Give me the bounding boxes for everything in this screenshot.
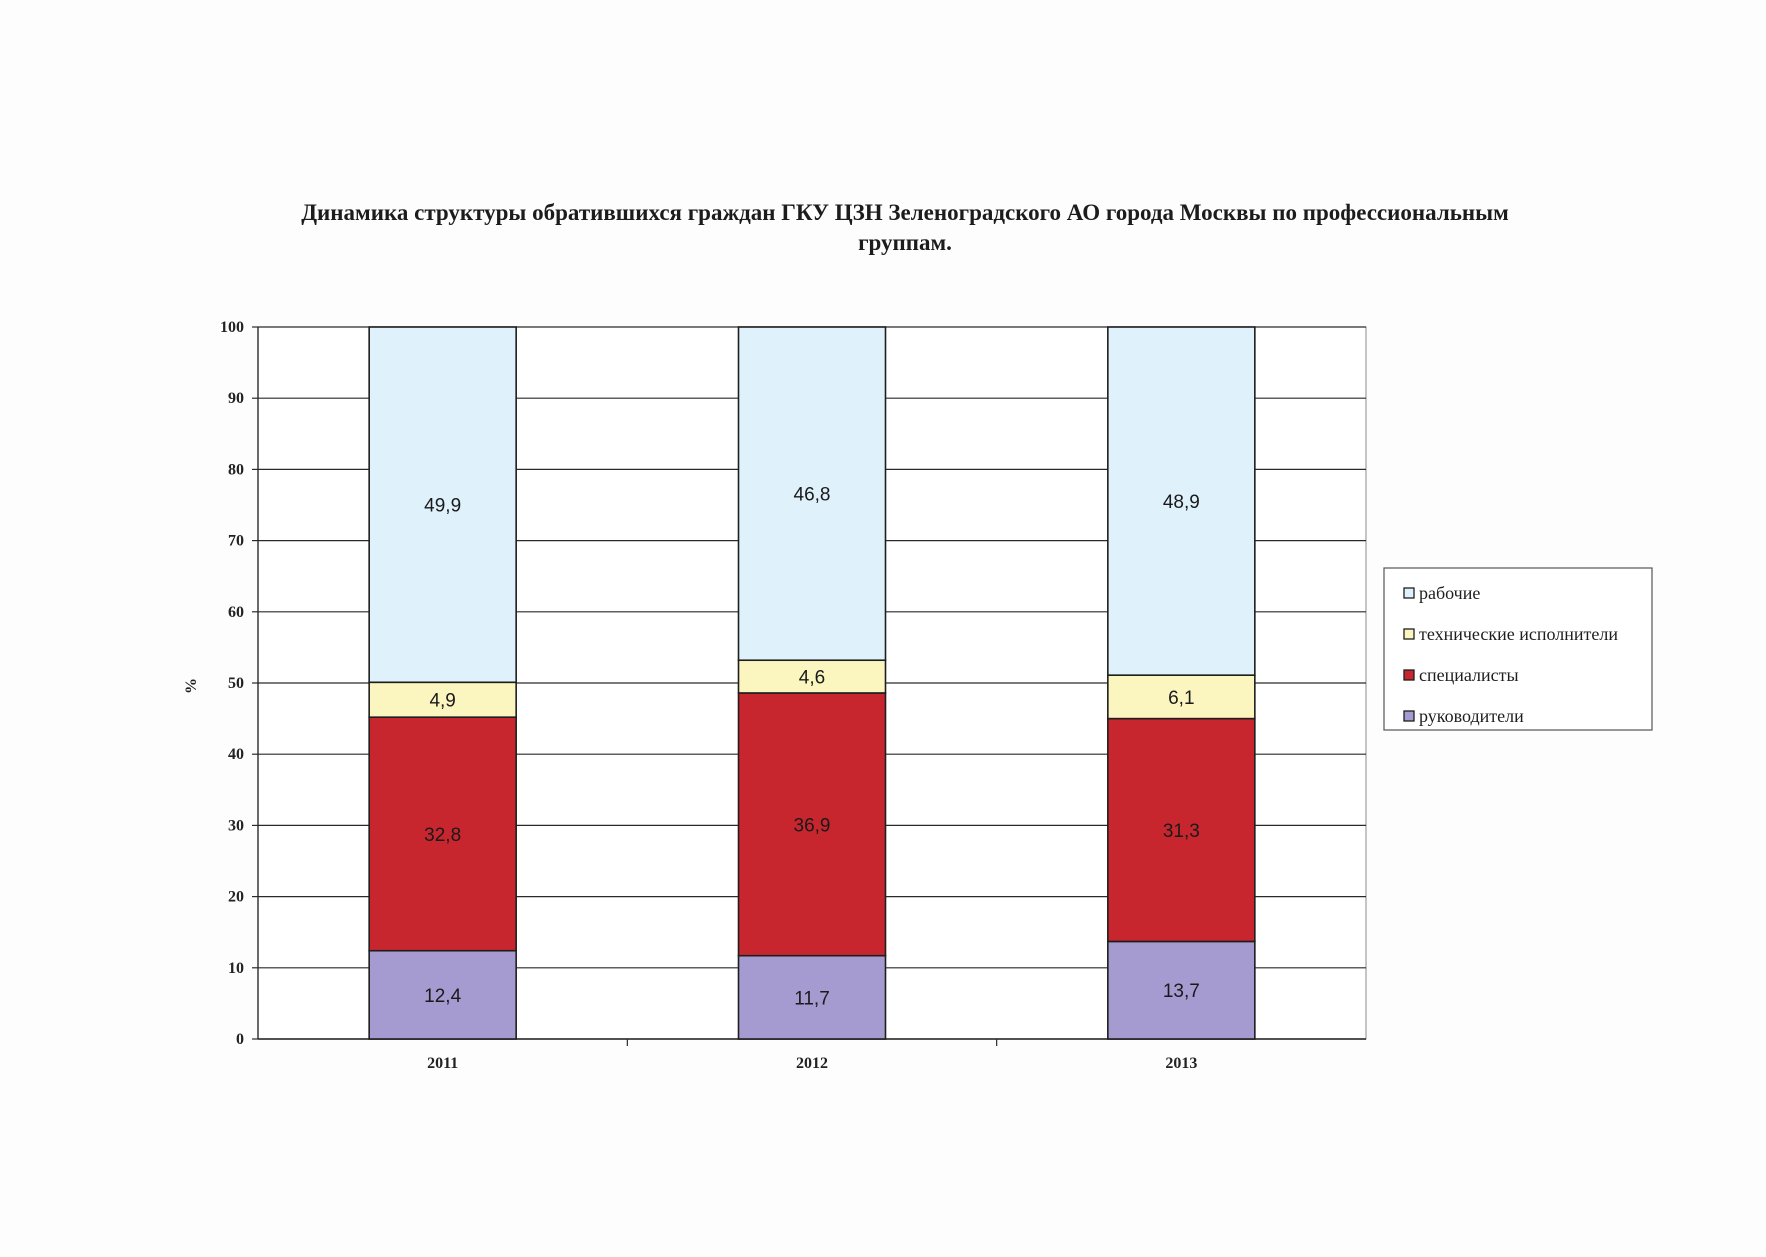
bar-2013-series-2 <box>1107 674 1256 720</box>
data-label-2011-series-3: 49,9 <box>424 496 461 517</box>
legend-swatch-0 <box>1403 587 1415 599</box>
legend-label-1: технические исполнители <box>1419 624 1618 644</box>
y-tick-label-20: 20 <box>228 889 244 906</box>
chart-title: Динамика структуры обратившихся граждан … <box>301 200 1509 255</box>
data-label-2012-series-2: 4,6 <box>799 668 825 689</box>
bar-2012-series-0 <box>737 954 887 1040</box>
legend-label-0: рабочие <box>1419 583 1480 603</box>
data-label-2013-series-1: 31,3 <box>1163 821 1200 842</box>
y-tick-label-40: 40 <box>228 746 244 763</box>
legend-swatch-3 <box>1403 710 1415 722</box>
y-axis-label: % <box>183 678 200 694</box>
x-tick-label-2011: 2011 <box>427 1055 458 1072</box>
data-label-2012-series-0: 11,7 <box>794 988 830 1009</box>
bar-2011-series-0 <box>368 949 517 1040</box>
y-tick-label-70: 70 <box>228 533 244 550</box>
bar-2013-series-0 <box>1107 940 1256 1040</box>
legend-label-2: специалисты <box>1419 665 1519 685</box>
data-label-2013-series-2: 6,1 <box>1168 688 1194 709</box>
y-tick-label-60: 60 <box>228 604 244 621</box>
bar-2012-series-3 <box>737 326 887 662</box>
data-label-2013-series-3: 48,9 <box>1163 492 1200 513</box>
bar-2013-series-1 <box>1107 717 1256 943</box>
data-label-2011-series-1: 32,8 <box>424 825 461 846</box>
legend <box>1383 567 1653 731</box>
bar-2011-series-1 <box>368 716 517 952</box>
y-tick-label-50: 50 <box>228 675 244 692</box>
data-label-2012-series-3: 46,8 <box>794 485 831 506</box>
data-label-2013-series-0: 13,7 <box>1163 981 1200 1002</box>
data-label-2012-series-1: 36,9 <box>794 815 831 836</box>
x-tick-label-2012: 2012 <box>796 1055 828 1072</box>
legend-swatch-1 <box>1403 628 1415 640</box>
data-label-2011-series-2: 4,9 <box>429 691 455 712</box>
data-label-2011-series-0: 12,4 <box>424 986 461 1007</box>
bar-2011-series-3 <box>368 326 517 684</box>
bar-2012-series-1 <box>737 692 887 957</box>
legend-swatch-2 <box>1403 669 1415 681</box>
y-tick-label-100: 100 <box>220 319 244 336</box>
bar-2013-series-3 <box>1107 326 1256 676</box>
y-tick-label-0: 0 <box>236 1031 244 1048</box>
x-tick-label-2013: 2013 <box>1165 1055 1197 1072</box>
y-tick-label-30: 30 <box>228 817 244 834</box>
y-tick-label-10: 10 <box>228 960 244 977</box>
y-tick-label-90: 90 <box>228 390 244 407</box>
legend-label-3: руководители <box>1419 706 1524 726</box>
y-tick-label-80: 80 <box>228 461 244 478</box>
